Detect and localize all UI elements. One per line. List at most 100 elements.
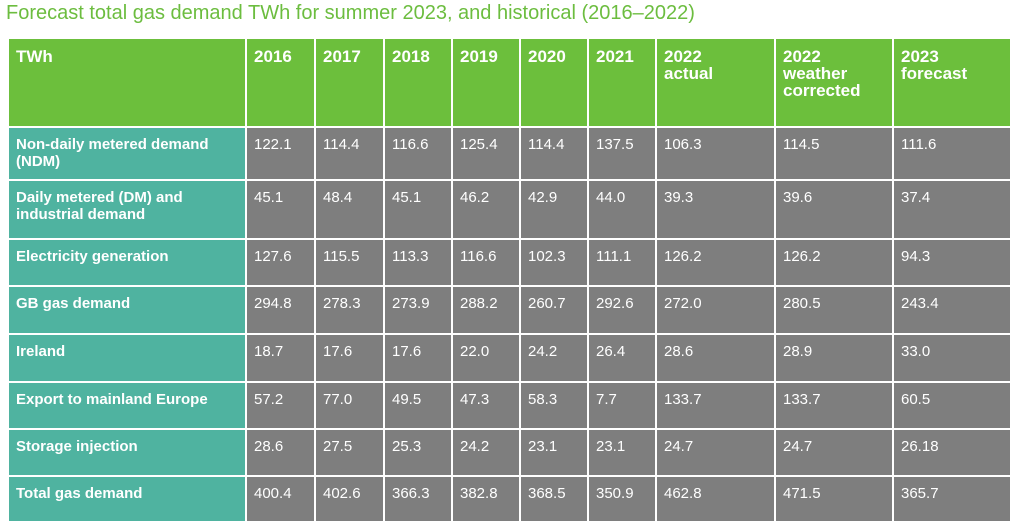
cell: 18.7	[247, 335, 314, 381]
cell: 42.9	[521, 181, 587, 238]
cell: 115.5	[316, 240, 383, 285]
cell: 48.4	[316, 181, 383, 238]
cell: 57.2	[247, 383, 314, 428]
cell: 288.2	[453, 287, 519, 333]
cell: 23.1	[589, 430, 655, 475]
table-row: GB gas demand 294.8 278.3 273.9 288.2 260.7 29…	[9, 287, 1010, 333]
title: Forecast total gas demand TWh for summer…	[6, 2, 695, 24]
cell: 23.1	[521, 430, 587, 475]
cell: 44.0	[589, 181, 655, 238]
cell: 126.2	[776, 240, 892, 285]
cell: 114.4	[316, 128, 383, 179]
table-row: Daily metered (DM) and industrial demand…	[9, 181, 1010, 238]
cell: 133.7	[776, 383, 892, 428]
cell: 26.4	[589, 335, 655, 381]
table-row: Electricity generation 127.6 115.5 113.3 116…	[9, 240, 1010, 285]
cell: 27.5	[316, 430, 383, 475]
table-row: Total gas demand 400.4 402.6 366.3 382.8 368.…	[9, 477, 1010, 521]
table-row: Ireland 18.7 17.6 17.6 22.0 24.2 26.4 28.6 28.9 3…	[9, 335, 1010, 381]
cell: 46.2	[453, 181, 519, 238]
cell: 25.3	[385, 430, 451, 475]
cell: 24.2	[453, 430, 519, 475]
table-row: Storage injection 28.6 27.5 25.3 24.2 23.1 23.…	[9, 430, 1010, 475]
cell: 28.9	[776, 335, 892, 381]
table-row: Export to mainland Europe 57.2 77.0 49.5 47.…	[9, 383, 1010, 428]
cell: 58.3	[521, 383, 587, 428]
cell: 113.3	[385, 240, 451, 285]
cell: 37.4	[894, 181, 1010, 238]
cell: 400.4	[247, 477, 314, 521]
cell: 133.7	[657, 383, 774, 428]
header-cell: 2021	[589, 39, 655, 126]
cell: 60.5	[894, 383, 1010, 428]
cell: 49.5	[385, 383, 451, 428]
cell: 137.5	[589, 128, 655, 179]
cell: 382.8	[453, 477, 519, 521]
cell: 122.1	[247, 128, 314, 179]
cell: 243.4	[894, 287, 1010, 333]
cell: 26.18	[894, 430, 1010, 475]
cell: 278.3	[316, 287, 383, 333]
header-cell: 2017	[316, 39, 383, 126]
page: Forecast total gas demand TWh for summer…	[6, 2, 1010, 521]
header-cell: 2020	[521, 39, 587, 126]
row-label: Non-daily metered demand (NDM)	[9, 128, 245, 179]
cell: 116.6	[453, 240, 519, 285]
table-row: Non-daily metered demand (NDM) 122.1 114.4…	[9, 128, 1010, 179]
cell: 125.4	[453, 128, 519, 179]
header-cell: 2022 weather corrected	[776, 39, 892, 126]
cell: 39.6	[776, 181, 892, 238]
cell: 127.6	[247, 240, 314, 285]
header-cell: 2018	[385, 39, 451, 126]
cell: 292.6	[589, 287, 655, 333]
cell: 462.8	[657, 477, 774, 521]
header-row: TWh 2016 2017 2018 2019 2020 2021 2022 actual 20…	[9, 39, 1010, 126]
cell: 24.7	[657, 430, 774, 475]
header-cell: 2022 actual	[657, 39, 774, 126]
cell: 294.8	[247, 287, 314, 333]
cell: 350.9	[589, 477, 655, 521]
cell: 7.7	[589, 383, 655, 428]
cell: 260.7	[521, 287, 587, 333]
cell: 111.6	[894, 128, 1010, 179]
row-label: Ireland	[9, 335, 245, 381]
cell: 106.3	[657, 128, 774, 179]
cell: 24.2	[521, 335, 587, 381]
cell: 33.0	[894, 335, 1010, 381]
table: TWh 2016 2017 2018 2019 2020 2021 2022 actual 20…	[7, 37, 1012, 523]
table-body: Non-daily metered demand (NDM) 122.1 114.4…	[9, 128, 1010, 521]
cell: 365.7	[894, 477, 1010, 521]
row-label: Export to mainland Europe	[9, 383, 245, 428]
row-label: GB gas demand	[9, 287, 245, 333]
row-label: Daily metered (DM) and industrial demand	[9, 181, 245, 238]
cell: 77.0	[316, 383, 383, 428]
cell: 116.6	[385, 128, 451, 179]
cell: 45.1	[385, 181, 451, 238]
header-cell: 2016	[247, 39, 314, 126]
cell: 17.6	[316, 335, 383, 381]
row-label: Electricity generation	[9, 240, 245, 285]
cell: 126.2	[657, 240, 774, 285]
cell: 366.3	[385, 477, 451, 521]
header-cell: TWh	[9, 39, 245, 126]
cell: 45.1	[247, 181, 314, 238]
cell: 402.6	[316, 477, 383, 521]
cell: 28.6	[247, 430, 314, 475]
row-label: Storage injection	[9, 430, 245, 475]
cell: 280.5	[776, 287, 892, 333]
cell: 39.3	[657, 181, 774, 238]
cell: 114.4	[521, 128, 587, 179]
cell: 273.9	[385, 287, 451, 333]
cell: 111.1	[589, 240, 655, 285]
cell: 22.0	[453, 335, 519, 381]
cell: 17.6	[385, 335, 451, 381]
row-label: Total gas demand	[9, 477, 245, 521]
cell: 272.0	[657, 287, 774, 333]
cell: 114.5	[776, 128, 892, 179]
cell: 368.5	[521, 477, 587, 521]
cell: 47.3	[453, 383, 519, 428]
cell: 102.3	[521, 240, 587, 285]
cell: 471.5	[776, 477, 892, 521]
header-cell: 2023 forecast	[894, 39, 1010, 126]
header-cell: 2019	[453, 39, 519, 126]
